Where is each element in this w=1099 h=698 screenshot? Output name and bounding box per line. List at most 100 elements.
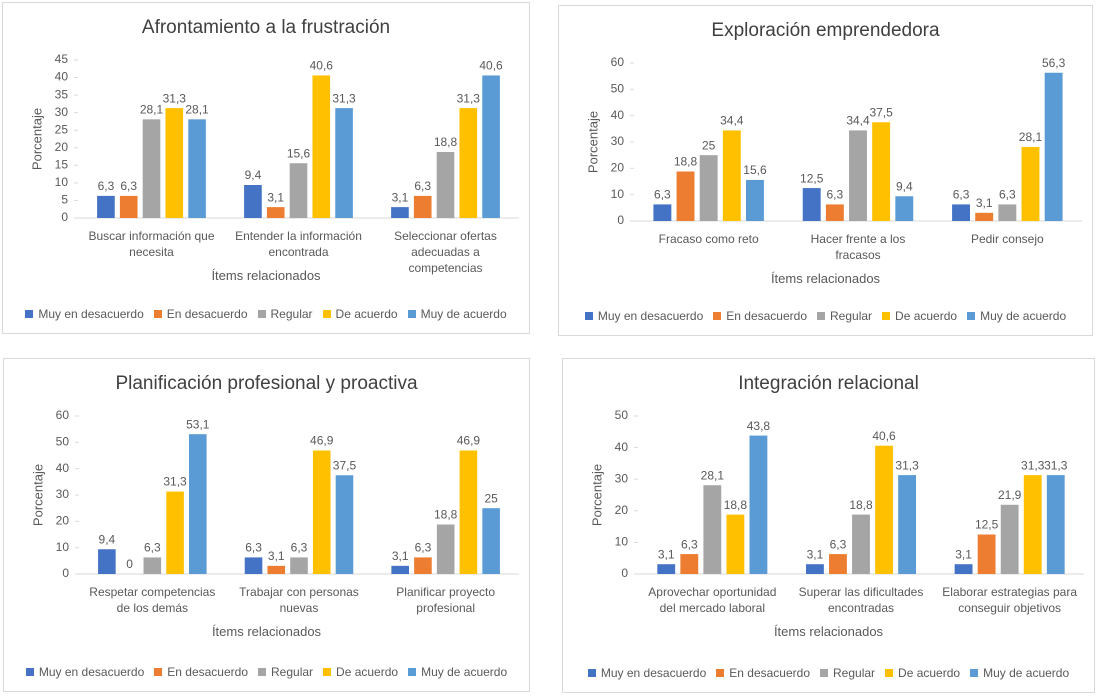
bar bbox=[436, 151, 455, 218]
legend-label: En desacuerdo bbox=[166, 307, 248, 321]
x-tick-label: Elaborar estrategias para conseguir obje… bbox=[942, 585, 1078, 615]
y-tick-label: 10 bbox=[611, 187, 625, 201]
y-tick-label: 0 bbox=[617, 213, 624, 227]
y-tick-label: 5 bbox=[61, 193, 68, 207]
bar bbox=[290, 557, 308, 574]
bar bbox=[746, 179, 764, 221]
y-tick-label: 60 bbox=[56, 408, 70, 422]
y-tick-label: 0 bbox=[62, 566, 69, 580]
legend-swatch bbox=[716, 669, 725, 677]
legend-swatch bbox=[820, 669, 828, 677]
bar bbox=[119, 195, 138, 218]
legend-item: Regular bbox=[258, 665, 313, 679]
bar bbox=[289, 163, 308, 218]
data-label: 6,3 bbox=[291, 541, 308, 555]
legend-label: Regular bbox=[830, 309, 873, 323]
legend-swatch bbox=[408, 668, 417, 676]
chart-title: Afrontamiento a la frustración bbox=[141, 17, 391, 38]
legend-swatch bbox=[25, 310, 34, 318]
bar bbox=[482, 75, 500, 219]
y-tick-label: 10 bbox=[56, 540, 70, 554]
legend-swatch bbox=[322, 310, 331, 318]
y-tick-label: 10 bbox=[55, 175, 69, 189]
y-tick-label: 40 bbox=[55, 70, 69, 84]
y-tick-label: 35 bbox=[55, 87, 69, 101]
legend-swatch bbox=[153, 310, 162, 318]
data-label: 31,3 bbox=[332, 91, 356, 105]
legend-label: Muy en desacuerdo bbox=[38, 665, 145, 679]
legend: Muy en desacuerdo En desacuerdo Regular De … bbox=[4, 665, 529, 679]
bar bbox=[680, 554, 699, 574]
y-tick-label: 30 bbox=[56, 487, 70, 501]
x-tick-label: Seleccionar ofertas adecuadas a competen… bbox=[394, 229, 497, 275]
chart: 0 10 20 30 40 50 60 Porcentaje 6,3 18,8 25 34,4 15,6… bbox=[585, 55, 1082, 227]
bar bbox=[414, 557, 432, 574]
legend-label: Regular bbox=[833, 666, 876, 680]
data-label: 6,3 bbox=[245, 541, 262, 555]
x-axis-title: Ítems relacionados bbox=[211, 268, 321, 283]
data-label: 6,3 bbox=[681, 537, 698, 551]
legend-item: En desacuerdo bbox=[713, 309, 807, 323]
bar bbox=[459, 108, 478, 218]
legend-swatch bbox=[25, 668, 34, 676]
data-label: 46,9 bbox=[310, 434, 334, 448]
y-tick-label: 20 bbox=[615, 503, 629, 517]
chart-title: Exploración emprendedora bbox=[711, 20, 940, 41]
data-label: 18,8 bbox=[724, 498, 748, 512]
bar bbox=[143, 557, 162, 574]
data-label: 3,1 bbox=[955, 547, 972, 561]
bar bbox=[895, 196, 914, 221]
data-label: 25 bbox=[484, 491, 498, 505]
y-axis-title: Porcentaje bbox=[589, 464, 604, 526]
bar bbox=[266, 207, 285, 218]
legend-item: En desacuerdo bbox=[153, 307, 248, 321]
y-tick-label: 30 bbox=[55, 105, 69, 119]
data-label: 18,8 bbox=[849, 498, 873, 512]
bar bbox=[391, 207, 409, 218]
y-tick-label: 25 bbox=[55, 122, 69, 136]
y-tick-label: 40 bbox=[611, 108, 625, 122]
data-label: 31,3 bbox=[457, 91, 481, 105]
legend: Muy en desacuerdo En desacuerdo Regular De … bbox=[3, 307, 529, 321]
legend-label: Muy en desacuerdo bbox=[38, 307, 144, 321]
bar bbox=[1046, 475, 1065, 574]
data-label: 3,1 bbox=[268, 549, 285, 563]
bar bbox=[825, 204, 844, 221]
data-label: 28,1 bbox=[185, 103, 209, 117]
chart: 0 10 20 30 40 50 Porcentaje 3,1 6,3 28,1 18,8 43,8 3… bbox=[589, 408, 1084, 580]
legend-label: Muy de acuerdo bbox=[420, 307, 507, 321]
legend-swatch bbox=[154, 668, 163, 676]
legend-item: En desacuerdo bbox=[716, 666, 810, 680]
legend-swatch bbox=[323, 668, 332, 676]
y-tick-label: 50 bbox=[56, 435, 70, 449]
data-label: 9,4 bbox=[245, 168, 262, 182]
data-label: 31,3 bbox=[163, 475, 187, 489]
y-tick-label: 20 bbox=[56, 514, 70, 528]
data-label: 3,1 bbox=[392, 190, 409, 204]
legend-item: En desacuerdo bbox=[154, 665, 248, 679]
data-label: 3,1 bbox=[976, 196, 993, 210]
bar bbox=[749, 435, 768, 574]
bar bbox=[829, 554, 847, 574]
x-axis-title: Ítems relacionados bbox=[770, 271, 881, 286]
x-tick-label: Buscar información que necesita bbox=[88, 229, 215, 259]
data-label: 9,4 bbox=[99, 532, 116, 546]
y-tick-label: 30 bbox=[615, 471, 629, 485]
y-tick-label: 50 bbox=[611, 82, 625, 96]
bar bbox=[413, 195, 432, 218]
data-label: 25 bbox=[702, 138, 716, 152]
legend-label: Regular bbox=[271, 665, 314, 679]
bar bbox=[244, 184, 262, 218]
legend-item: Regular bbox=[817, 309, 872, 323]
data-label: 3,1 bbox=[392, 549, 409, 563]
x-tick-label: Entender la información encontrada bbox=[235, 229, 362, 259]
x-tick-label: Aprovechar oportunidad del mercado labor… bbox=[648, 585, 777, 615]
y-tick-label: 40 bbox=[56, 461, 70, 475]
bar bbox=[188, 119, 206, 218]
bar bbox=[699, 155, 718, 221]
legend-label: Muy de acuerdo bbox=[983, 666, 1070, 680]
bar bbox=[1023, 475, 1042, 574]
data-label: 28,1 bbox=[140, 103, 164, 117]
data-label: 43,8 bbox=[747, 419, 771, 433]
